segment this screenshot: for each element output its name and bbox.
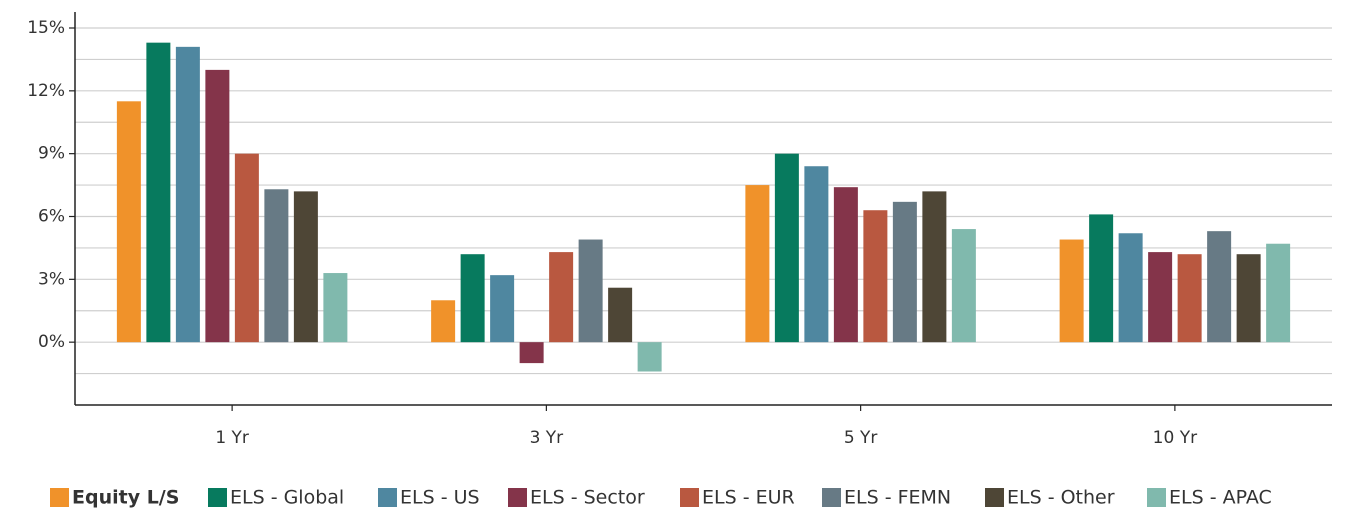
y-tick-label: 3% bbox=[38, 269, 65, 289]
bar bbox=[863, 210, 888, 343]
y-tick-label: 6% bbox=[38, 207, 65, 227]
legend-label: ELS - Global bbox=[230, 487, 344, 509]
y-tick-label: 15% bbox=[27, 18, 65, 38]
bar bbox=[1118, 233, 1143, 343]
bar bbox=[608, 287, 633, 343]
bar bbox=[116, 101, 141, 343]
bar bbox=[1236, 254, 1261, 343]
bar bbox=[1207, 231, 1232, 343]
legend-label: ELS - FEMN bbox=[844, 487, 951, 509]
legend-swatch bbox=[985, 488, 1004, 507]
bar bbox=[460, 254, 485, 343]
bar bbox=[922, 191, 947, 343]
x-tick-label: 10 Yr bbox=[1153, 428, 1197, 448]
bar bbox=[774, 153, 799, 343]
y-tick-label: 9% bbox=[38, 144, 65, 164]
bar bbox=[490, 275, 515, 343]
legend-swatch bbox=[50, 488, 69, 507]
bar bbox=[175, 46, 200, 343]
bar bbox=[519, 342, 544, 364]
bar bbox=[549, 252, 574, 343]
legend-label: ELS - US bbox=[400, 487, 480, 509]
bar bbox=[234, 153, 259, 343]
bar bbox=[146, 42, 171, 343]
legend-label: ELS - Sector bbox=[530, 487, 645, 509]
bar bbox=[1148, 252, 1173, 343]
bar bbox=[264, 189, 289, 343]
bar bbox=[431, 300, 456, 343]
legend-label: ELS - EUR bbox=[702, 487, 795, 509]
x-tick-label: 1 Yr bbox=[215, 428, 249, 448]
bar bbox=[892, 201, 917, 343]
y-tick-label: 0% bbox=[38, 332, 65, 352]
bar bbox=[951, 229, 976, 343]
legend-label: Equity L/S bbox=[72, 487, 179, 509]
bar bbox=[833, 187, 858, 343]
legend-swatch bbox=[208, 488, 227, 507]
legend-swatch bbox=[508, 488, 527, 507]
legend-label: ELS - Other bbox=[1007, 487, 1115, 509]
legend-swatch bbox=[822, 488, 841, 507]
bar bbox=[323, 273, 348, 343]
bar bbox=[1266, 243, 1291, 343]
legend-swatch bbox=[680, 488, 699, 507]
x-tick-label: 3 Yr bbox=[530, 428, 564, 448]
bar bbox=[293, 191, 318, 343]
bar bbox=[637, 342, 662, 372]
legend-swatch bbox=[1147, 488, 1166, 507]
bar bbox=[1059, 239, 1084, 343]
bar bbox=[578, 239, 603, 343]
bar bbox=[1089, 214, 1114, 343]
y-tick-label: 12% bbox=[27, 81, 65, 101]
bar bbox=[804, 166, 829, 343]
legend-swatch bbox=[378, 488, 397, 507]
bar bbox=[1177, 254, 1202, 343]
legend-label: ELS - APAC bbox=[1169, 487, 1272, 509]
bar bbox=[745, 185, 770, 343]
bar bbox=[205, 69, 230, 343]
x-tick-label: 5 Yr bbox=[844, 428, 878, 448]
